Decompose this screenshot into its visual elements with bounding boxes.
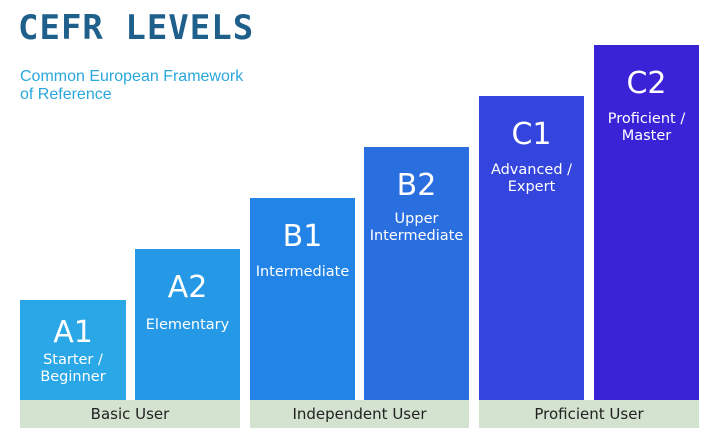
level-label-line-1: Advanced /: [490, 162, 573, 178]
level-label-line-1: Proficient /: [607, 111, 686, 127]
level-bar-a2: A2 Elementary: [135, 249, 240, 400]
subtitle-line-2: of Reference: [20, 86, 112, 103]
level-label-line-2: Beginner: [40, 369, 106, 385]
level-bar-c1: C1 Advanced / Expert: [479, 96, 584, 400]
level-code: C2: [626, 66, 667, 101]
level-label-line-2: Intermediate: [369, 228, 464, 244]
group-basic-user: Basic User: [20, 400, 240, 428]
level-bar-b1: B1 Intermediate: [250, 198, 355, 400]
level-label-line-1: Upper: [394, 211, 439, 227]
level-code: B2: [396, 168, 437, 203]
level-code: C1: [511, 117, 552, 152]
level-label-line-1: Starter /: [43, 352, 103, 368]
level-label-line-1: Intermediate: [255, 264, 350, 280]
group-proficient-user: Proficient User: [479, 400, 699, 428]
level-label-line-1: Elementary: [145, 317, 230, 333]
level-code: A1: [53, 315, 93, 350]
level-code: A2: [167, 270, 208, 305]
level-bar-a1: A1 Starter / Beginner: [20, 300, 126, 400]
level-code: B1: [282, 219, 323, 254]
level-bar-b2: B2 Upper Intermediate: [364, 147, 469, 400]
page-subtitle: Common European Framework of Reference: [20, 68, 280, 104]
level-bar-c2: C2 Proficient / Master: [594, 45, 699, 400]
page-title: CEFR LEVELS: [18, 8, 255, 48]
level-label-line-2: Expert: [507, 179, 556, 195]
subtitle-line-1: Common European Framework: [20, 68, 244, 85]
group-independent-user: Independent User: [250, 400, 469, 428]
level-label-line-2: Master: [621, 128, 672, 144]
